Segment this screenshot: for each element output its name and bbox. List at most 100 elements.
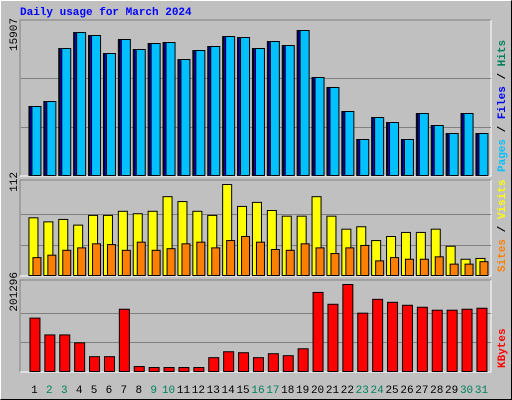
bar [416, 306, 428, 372]
bar [47, 254, 57, 276]
bar [419, 258, 429, 276]
bar [133, 366, 145, 372]
bar [118, 308, 130, 372]
bar [401, 304, 413, 373]
legend: Sites / Visits [497, 180, 509, 272]
legend-entry: KBytes [497, 328, 509, 368]
x-tick-label: 14 [222, 385, 236, 397]
bar [238, 352, 250, 372]
bar [269, 41, 280, 176]
bar [374, 116, 385, 176]
bar [342, 284, 354, 372]
x-tick-label: 15 [236, 385, 249, 397]
bar [359, 139, 370, 177]
bar [166, 248, 176, 276]
bar [270, 249, 280, 276]
bar [106, 244, 116, 276]
x-tick-label: 24 [371, 385, 385, 397]
bar [178, 367, 190, 372]
x-tick-label: 22 [341, 385, 354, 397]
bar [29, 317, 41, 372]
panel-border-dark [19, 179, 491, 276]
y-tick-label: 112 [9, 172, 21, 192]
bar [44, 334, 56, 373]
bar [390, 257, 400, 276]
legend-entry: Sites [497, 239, 509, 272]
bar [91, 35, 102, 177]
bar [357, 312, 369, 372]
x-tick-label: 30 [460, 385, 473, 397]
bar [77, 247, 87, 276]
bar [312, 291, 324, 372]
bar [431, 309, 443, 373]
bar [196, 241, 206, 276]
x-tick-label: 11 [177, 385, 191, 397]
bar [345, 247, 355, 276]
bar [360, 244, 370, 276]
x-tick-label: 18 [281, 385, 294, 397]
bar [284, 45, 295, 176]
bar [297, 348, 309, 372]
x-tick-label: 29 [445, 385, 458, 397]
bar [74, 342, 86, 372]
bar [300, 243, 310, 276]
x-tick-label: 25 [385, 385, 398, 397]
legend-entry: Files [497, 86, 509, 119]
x-tick-label: 17 [266, 385, 279, 397]
y-tick-label: 15907 [9, 18, 21, 51]
legend-entry: Pages [497, 139, 509, 172]
x-tick-label: 1 [31, 385, 38, 397]
bar [92, 243, 102, 276]
x-tick-label: 19 [296, 385, 309, 397]
bar [208, 357, 220, 372]
bar [148, 367, 160, 372]
bar [240, 37, 251, 177]
bar [461, 308, 473, 372]
bar [150, 43, 161, 176]
bar [255, 241, 265, 276]
legend: Pages / Files / Hits [497, 40, 509, 172]
bar [403, 139, 414, 177]
bar [285, 249, 295, 276]
panel-border-light [20, 180, 492, 277]
bar [448, 133, 459, 176]
bar [404, 258, 414, 276]
bar [449, 263, 459, 276]
bar [193, 367, 205, 372]
x-tick-label: 8 [135, 385, 142, 397]
bar [46, 101, 57, 176]
bar [299, 30, 310, 176]
bar [62, 249, 72, 276]
bar [226, 240, 236, 276]
bar [211, 247, 221, 276]
panel-border-light [20, 280, 492, 373]
bar [195, 50, 206, 177]
bar [315, 247, 325, 276]
legend-entry: Hits [497, 40, 509, 66]
bar [267, 353, 279, 372]
bar [121, 249, 131, 276]
x-tick-label: 31 [475, 385, 489, 397]
bar [135, 49, 146, 176]
x-tick-label: 20 [311, 385, 324, 397]
legend-separator: / [497, 119, 509, 139]
bar [165, 42, 176, 176]
x-tick-label: 6 [106, 385, 113, 397]
bar [330, 253, 340, 276]
bar [105, 53, 116, 176]
chart-title: Daily usage for March 2024 [20, 7, 192, 19]
legend: KBytes [497, 328, 509, 368]
x-tick-label: 21 [326, 385, 340, 397]
bar [180, 59, 191, 176]
bar [252, 357, 264, 372]
bar [210, 46, 221, 176]
bar [223, 351, 235, 372]
bar [225, 36, 236, 176]
x-tick-label: 26 [400, 385, 413, 397]
bar [372, 298, 384, 372]
bar [375, 260, 385, 276]
x-tick-label: 7 [121, 385, 128, 397]
bar [76, 32, 87, 177]
x-tick-label: 3 [61, 385, 68, 397]
